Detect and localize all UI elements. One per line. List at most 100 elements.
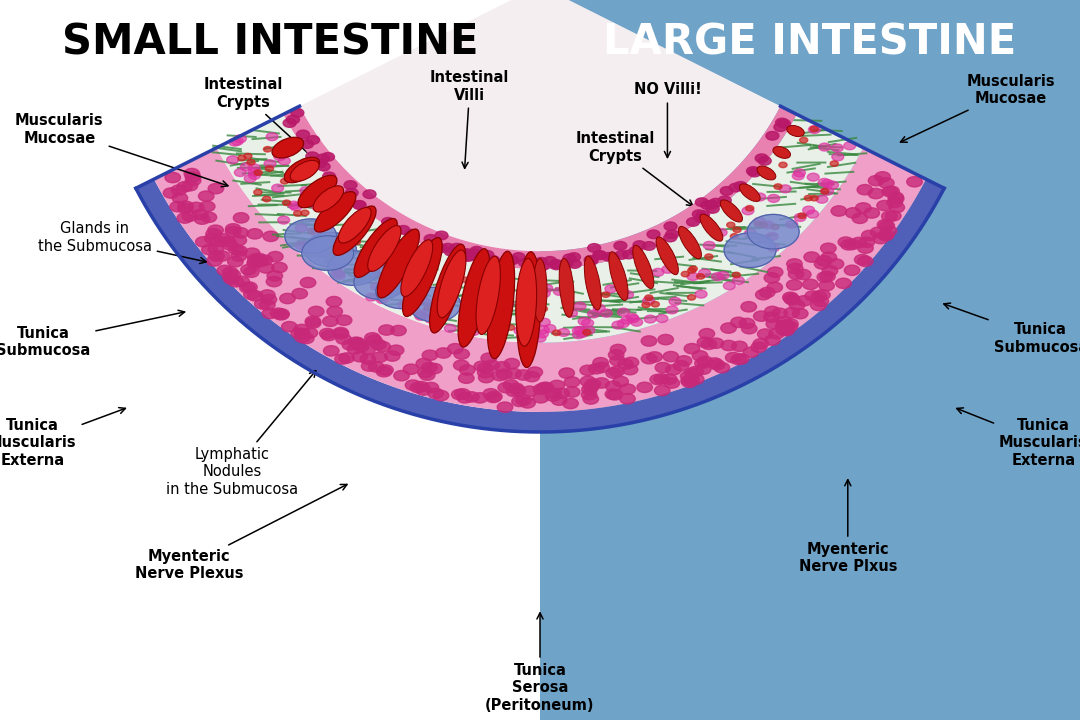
Circle shape — [450, 243, 463, 252]
Circle shape — [376, 293, 388, 301]
Circle shape — [362, 361, 377, 372]
Circle shape — [201, 212, 217, 222]
Circle shape — [437, 282, 445, 287]
Circle shape — [279, 157, 291, 165]
Circle shape — [697, 274, 705, 279]
Circle shape — [460, 249, 473, 258]
Circle shape — [330, 257, 339, 263]
Circle shape — [768, 244, 780, 252]
Circle shape — [487, 392, 502, 402]
Circle shape — [373, 271, 381, 276]
Circle shape — [208, 244, 224, 254]
Circle shape — [435, 231, 448, 240]
Circle shape — [516, 332, 528, 340]
Circle shape — [793, 308, 808, 319]
Circle shape — [822, 179, 834, 187]
Circle shape — [177, 181, 192, 192]
Circle shape — [729, 184, 742, 192]
Circle shape — [878, 230, 894, 240]
Circle shape — [705, 200, 718, 209]
Circle shape — [881, 225, 896, 236]
Ellipse shape — [333, 206, 376, 256]
Circle shape — [594, 362, 609, 373]
Circle shape — [666, 306, 678, 314]
Circle shape — [543, 256, 556, 265]
Text: SMALL INTESTINE: SMALL INTESTINE — [62, 22, 478, 63]
Circle shape — [753, 338, 769, 349]
Circle shape — [423, 382, 438, 392]
Circle shape — [394, 273, 406, 281]
Circle shape — [262, 308, 278, 319]
Circle shape — [177, 213, 192, 223]
Circle shape — [688, 294, 696, 300]
Circle shape — [408, 287, 460, 322]
Circle shape — [346, 189, 359, 197]
Circle shape — [510, 385, 526, 396]
Circle shape — [758, 156, 771, 165]
Circle shape — [622, 364, 638, 375]
Circle shape — [534, 384, 549, 395]
Circle shape — [663, 258, 672, 264]
Circle shape — [731, 318, 746, 328]
Circle shape — [437, 294, 449, 302]
Circle shape — [454, 360, 469, 371]
Circle shape — [529, 260, 542, 269]
Circle shape — [602, 292, 610, 297]
Circle shape — [378, 277, 387, 282]
Circle shape — [204, 233, 220, 243]
Circle shape — [583, 382, 599, 392]
Circle shape — [606, 381, 621, 392]
Circle shape — [291, 203, 302, 211]
Circle shape — [566, 310, 578, 318]
Circle shape — [522, 386, 538, 396]
Circle shape — [469, 312, 481, 320]
Circle shape — [242, 282, 257, 292]
Circle shape — [537, 325, 549, 333]
Circle shape — [796, 269, 811, 280]
Circle shape — [231, 235, 246, 246]
Circle shape — [306, 318, 321, 328]
Circle shape — [726, 352, 741, 363]
Circle shape — [538, 382, 553, 392]
Circle shape — [325, 258, 333, 264]
Circle shape — [568, 260, 581, 269]
Circle shape — [424, 305, 432, 311]
Circle shape — [330, 262, 342, 270]
Circle shape — [831, 206, 847, 216]
Ellipse shape — [720, 200, 742, 222]
Circle shape — [266, 276, 282, 287]
Circle shape — [687, 273, 699, 281]
Circle shape — [845, 265, 860, 276]
Circle shape — [779, 162, 787, 168]
Circle shape — [707, 358, 723, 368]
Circle shape — [339, 353, 354, 363]
Circle shape — [907, 176, 922, 187]
Circle shape — [608, 350, 624, 360]
Circle shape — [764, 273, 780, 283]
Circle shape — [698, 356, 713, 366]
Circle shape — [300, 277, 315, 288]
Text: Intestinal
Crypts: Intestinal Crypts — [203, 77, 326, 170]
Circle shape — [408, 303, 420, 311]
Ellipse shape — [401, 240, 433, 297]
Circle shape — [334, 261, 346, 269]
Circle shape — [172, 193, 188, 203]
Circle shape — [694, 358, 711, 369]
Circle shape — [620, 384, 635, 395]
Circle shape — [300, 140, 313, 148]
Circle shape — [626, 313, 638, 321]
Circle shape — [468, 328, 480, 336]
Circle shape — [266, 132, 278, 140]
Circle shape — [206, 228, 221, 239]
Circle shape — [810, 195, 819, 201]
Circle shape — [733, 227, 741, 233]
Circle shape — [766, 319, 782, 329]
Circle shape — [742, 323, 757, 334]
Circle shape — [194, 214, 210, 225]
Circle shape — [645, 295, 653, 300]
Circle shape — [809, 125, 821, 133]
Circle shape — [270, 308, 286, 318]
Circle shape — [652, 269, 664, 276]
Circle shape — [279, 145, 291, 153]
Circle shape — [481, 251, 494, 259]
